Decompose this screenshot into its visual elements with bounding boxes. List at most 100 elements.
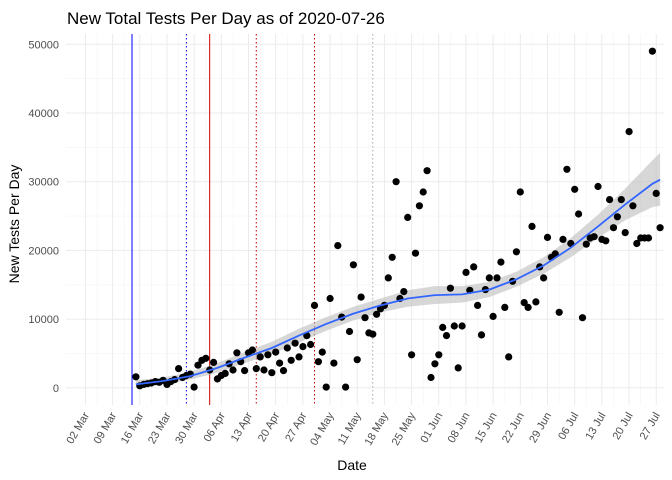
data-point <box>268 369 276 377</box>
data-point <box>609 224 618 232</box>
data-point <box>454 364 462 372</box>
data-point <box>629 202 637 210</box>
data-point <box>516 188 524 196</box>
x-tick-label: 30 Mar <box>173 410 201 446</box>
data-point <box>431 360 439 368</box>
x-tick-label: 04 May <box>308 410 337 448</box>
data-point <box>575 210 583 218</box>
data-point <box>264 351 272 359</box>
x-tick-label: 27 Apr <box>283 410 309 444</box>
data-point <box>415 202 423 210</box>
data-point <box>233 349 241 357</box>
x-tick-label: 02 Mar <box>64 410 92 446</box>
x-tick-label: 13 Jul <box>583 411 608 442</box>
data-point <box>474 301 482 309</box>
data-point <box>617 196 625 204</box>
trend-confidence-band <box>135 152 661 388</box>
data-point <box>501 303 509 311</box>
x-tick-label: 09 Mar <box>92 410 120 446</box>
data-point <box>132 373 140 381</box>
data-point <box>606 196 614 204</box>
data-point <box>582 240 590 248</box>
x-tick-label: 20 Apr <box>256 410 282 444</box>
data-point <box>353 356 361 364</box>
data-point <box>310 301 319 309</box>
y-tick-label: 20000 <box>28 245 59 257</box>
data-point <box>202 354 210 362</box>
data-point <box>345 327 354 336</box>
data-point <box>652 189 660 197</box>
x-tick-label: 23 Mar <box>146 410 174 446</box>
data-point <box>594 182 602 191</box>
data-point <box>326 294 334 303</box>
data-point <box>260 366 268 374</box>
data-point <box>458 322 466 330</box>
data-point <box>322 383 330 391</box>
data-point <box>423 167 431 175</box>
grid <box>66 34 664 405</box>
data-point <box>369 330 377 338</box>
data-point <box>411 249 420 257</box>
data-point <box>287 356 295 364</box>
data-point <box>256 353 264 361</box>
data-point <box>633 239 641 248</box>
data-point <box>442 332 451 340</box>
data-point <box>357 293 365 301</box>
data-point <box>408 351 416 359</box>
data-point <box>400 288 408 296</box>
data-point <box>221 369 229 377</box>
data-point <box>248 346 256 354</box>
chart-title: New Total Tests Per Day as of 2020-07-26 <box>67 9 385 28</box>
x-tick-label: 29 Jun <box>527 411 554 446</box>
data-point <box>477 331 486 339</box>
data-point <box>229 366 237 374</box>
y-axis-label: New Tests Per Day <box>6 165 22 284</box>
data-point <box>532 298 540 306</box>
y-axis-ticks: 0 10000 20000 30000 40000 50000 <box>28 39 59 395</box>
data-point <box>279 367 288 375</box>
data-point <box>621 229 629 237</box>
data-point <box>578 314 587 322</box>
data-point <box>307 340 315 349</box>
data-point <box>543 233 552 241</box>
data-point <box>571 185 579 193</box>
data-point <box>462 268 470 276</box>
data-point <box>291 339 299 347</box>
data-point <box>427 373 435 382</box>
x-tick-label: 06 Apr <box>202 410 228 444</box>
data-point <box>625 128 633 136</box>
data-point <box>388 253 396 261</box>
x-tick-label: 27 Jul <box>638 411 663 442</box>
data-point <box>314 358 322 366</box>
data-point <box>512 248 521 256</box>
x-tick-label: 20 Jul <box>611 411 636 442</box>
data-point <box>493 274 501 282</box>
data-point <box>644 234 653 242</box>
data-point <box>252 365 260 373</box>
x-axis-label: Date <box>337 457 367 473</box>
data-point <box>528 222 536 230</box>
data-point <box>190 383 198 391</box>
y-tick-label: 30000 <box>28 177 59 189</box>
data-point <box>602 237 610 245</box>
data-point <box>392 178 400 186</box>
data-point <box>613 213 622 221</box>
data-point <box>419 188 427 196</box>
event-lines <box>131 34 374 405</box>
points-group <box>132 47 664 391</box>
x-tick-label: 11 May <box>336 410 364 447</box>
data-point <box>520 299 528 307</box>
data-point <box>361 314 369 322</box>
data-point <box>450 322 458 330</box>
data-point <box>524 303 532 311</box>
data-point <box>342 383 350 391</box>
data-point <box>648 47 657 55</box>
data-point <box>330 359 338 367</box>
data-point <box>540 274 548 282</box>
data-point <box>439 323 447 331</box>
x-tick-label: 16 Mar <box>119 410 147 446</box>
x-tick-label: 06 Jul <box>556 411 581 442</box>
data-point <box>349 261 357 269</box>
data-point <box>334 242 342 250</box>
